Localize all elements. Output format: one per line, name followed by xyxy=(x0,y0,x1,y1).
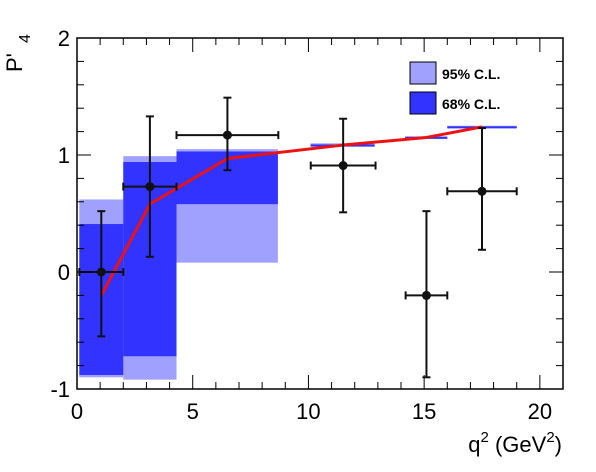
prediction-line xyxy=(99,125,483,297)
legend: 95% C.L. 68% C.L. xyxy=(409,61,500,115)
x-axis-title-close: ) xyxy=(555,432,562,457)
axis-ticks xyxy=(76,37,564,390)
x-tick-label-3: 15 xyxy=(412,399,436,424)
x-axis-title-unit-sup: 2 xyxy=(546,429,554,446)
y-tick-label-3: 2 xyxy=(58,26,70,51)
x-tick-label-4: 20 xyxy=(528,399,552,424)
y-tick-label-0: -1 xyxy=(50,377,70,402)
data-point-5 xyxy=(446,127,518,251)
marker xyxy=(477,186,487,196)
marker xyxy=(222,130,232,140)
y-axis-title-sub: 4 xyxy=(17,34,34,43)
marker xyxy=(96,267,106,277)
x-axis-title-unit: (GeV xyxy=(489,432,547,457)
legend-swatch-95 xyxy=(409,61,437,85)
x-axis-title: q2 (GeV2) xyxy=(468,429,562,457)
x-axis-title-main: q xyxy=(468,432,480,457)
marker xyxy=(421,290,431,300)
legend-label-95: 95% C.L. xyxy=(442,66,500,82)
x-tick-label-0: 0 xyxy=(71,399,83,424)
y-tick-label-1: 0 xyxy=(58,260,70,285)
data-point-1 xyxy=(122,115,178,258)
legend-label-68: 68% C.L. xyxy=(442,96,500,112)
prediction-line-group xyxy=(99,125,483,297)
marker xyxy=(338,161,348,171)
x-tick-label-2: 10 xyxy=(296,399,320,424)
y-axis-title: P' 4 xyxy=(2,34,34,72)
data-point-4 xyxy=(404,210,449,379)
y-axis-title-main: P' xyxy=(2,53,27,72)
legend-swatch-68 xyxy=(409,91,437,115)
y-tick-label-2: 1 xyxy=(58,143,70,168)
data-points xyxy=(78,96,518,379)
marker xyxy=(145,182,155,192)
plot-frame xyxy=(76,37,564,390)
x-tick-label-1: 5 xyxy=(187,399,199,424)
data-point-2 xyxy=(175,96,280,172)
x-axis-title-sup: 2 xyxy=(481,429,489,446)
data-point-3 xyxy=(309,117,377,214)
plot-border xyxy=(76,37,564,390)
